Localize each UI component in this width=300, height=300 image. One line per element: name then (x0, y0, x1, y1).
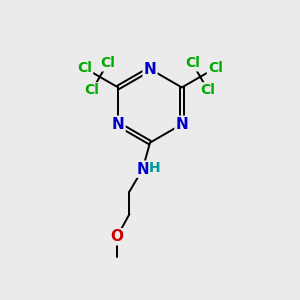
Text: N: N (144, 61, 156, 76)
Text: Cl: Cl (208, 61, 223, 75)
Text: N: N (112, 117, 124, 132)
Text: Cl: Cl (77, 61, 92, 75)
Text: Cl: Cl (185, 56, 200, 70)
Text: H: H (149, 161, 161, 175)
Text: Cl: Cl (201, 83, 215, 97)
Text: N: N (136, 162, 149, 177)
Text: Cl: Cl (85, 83, 99, 97)
Text: O: O (110, 229, 124, 244)
Text: N: N (176, 117, 188, 132)
Text: Cl: Cl (100, 56, 115, 70)
